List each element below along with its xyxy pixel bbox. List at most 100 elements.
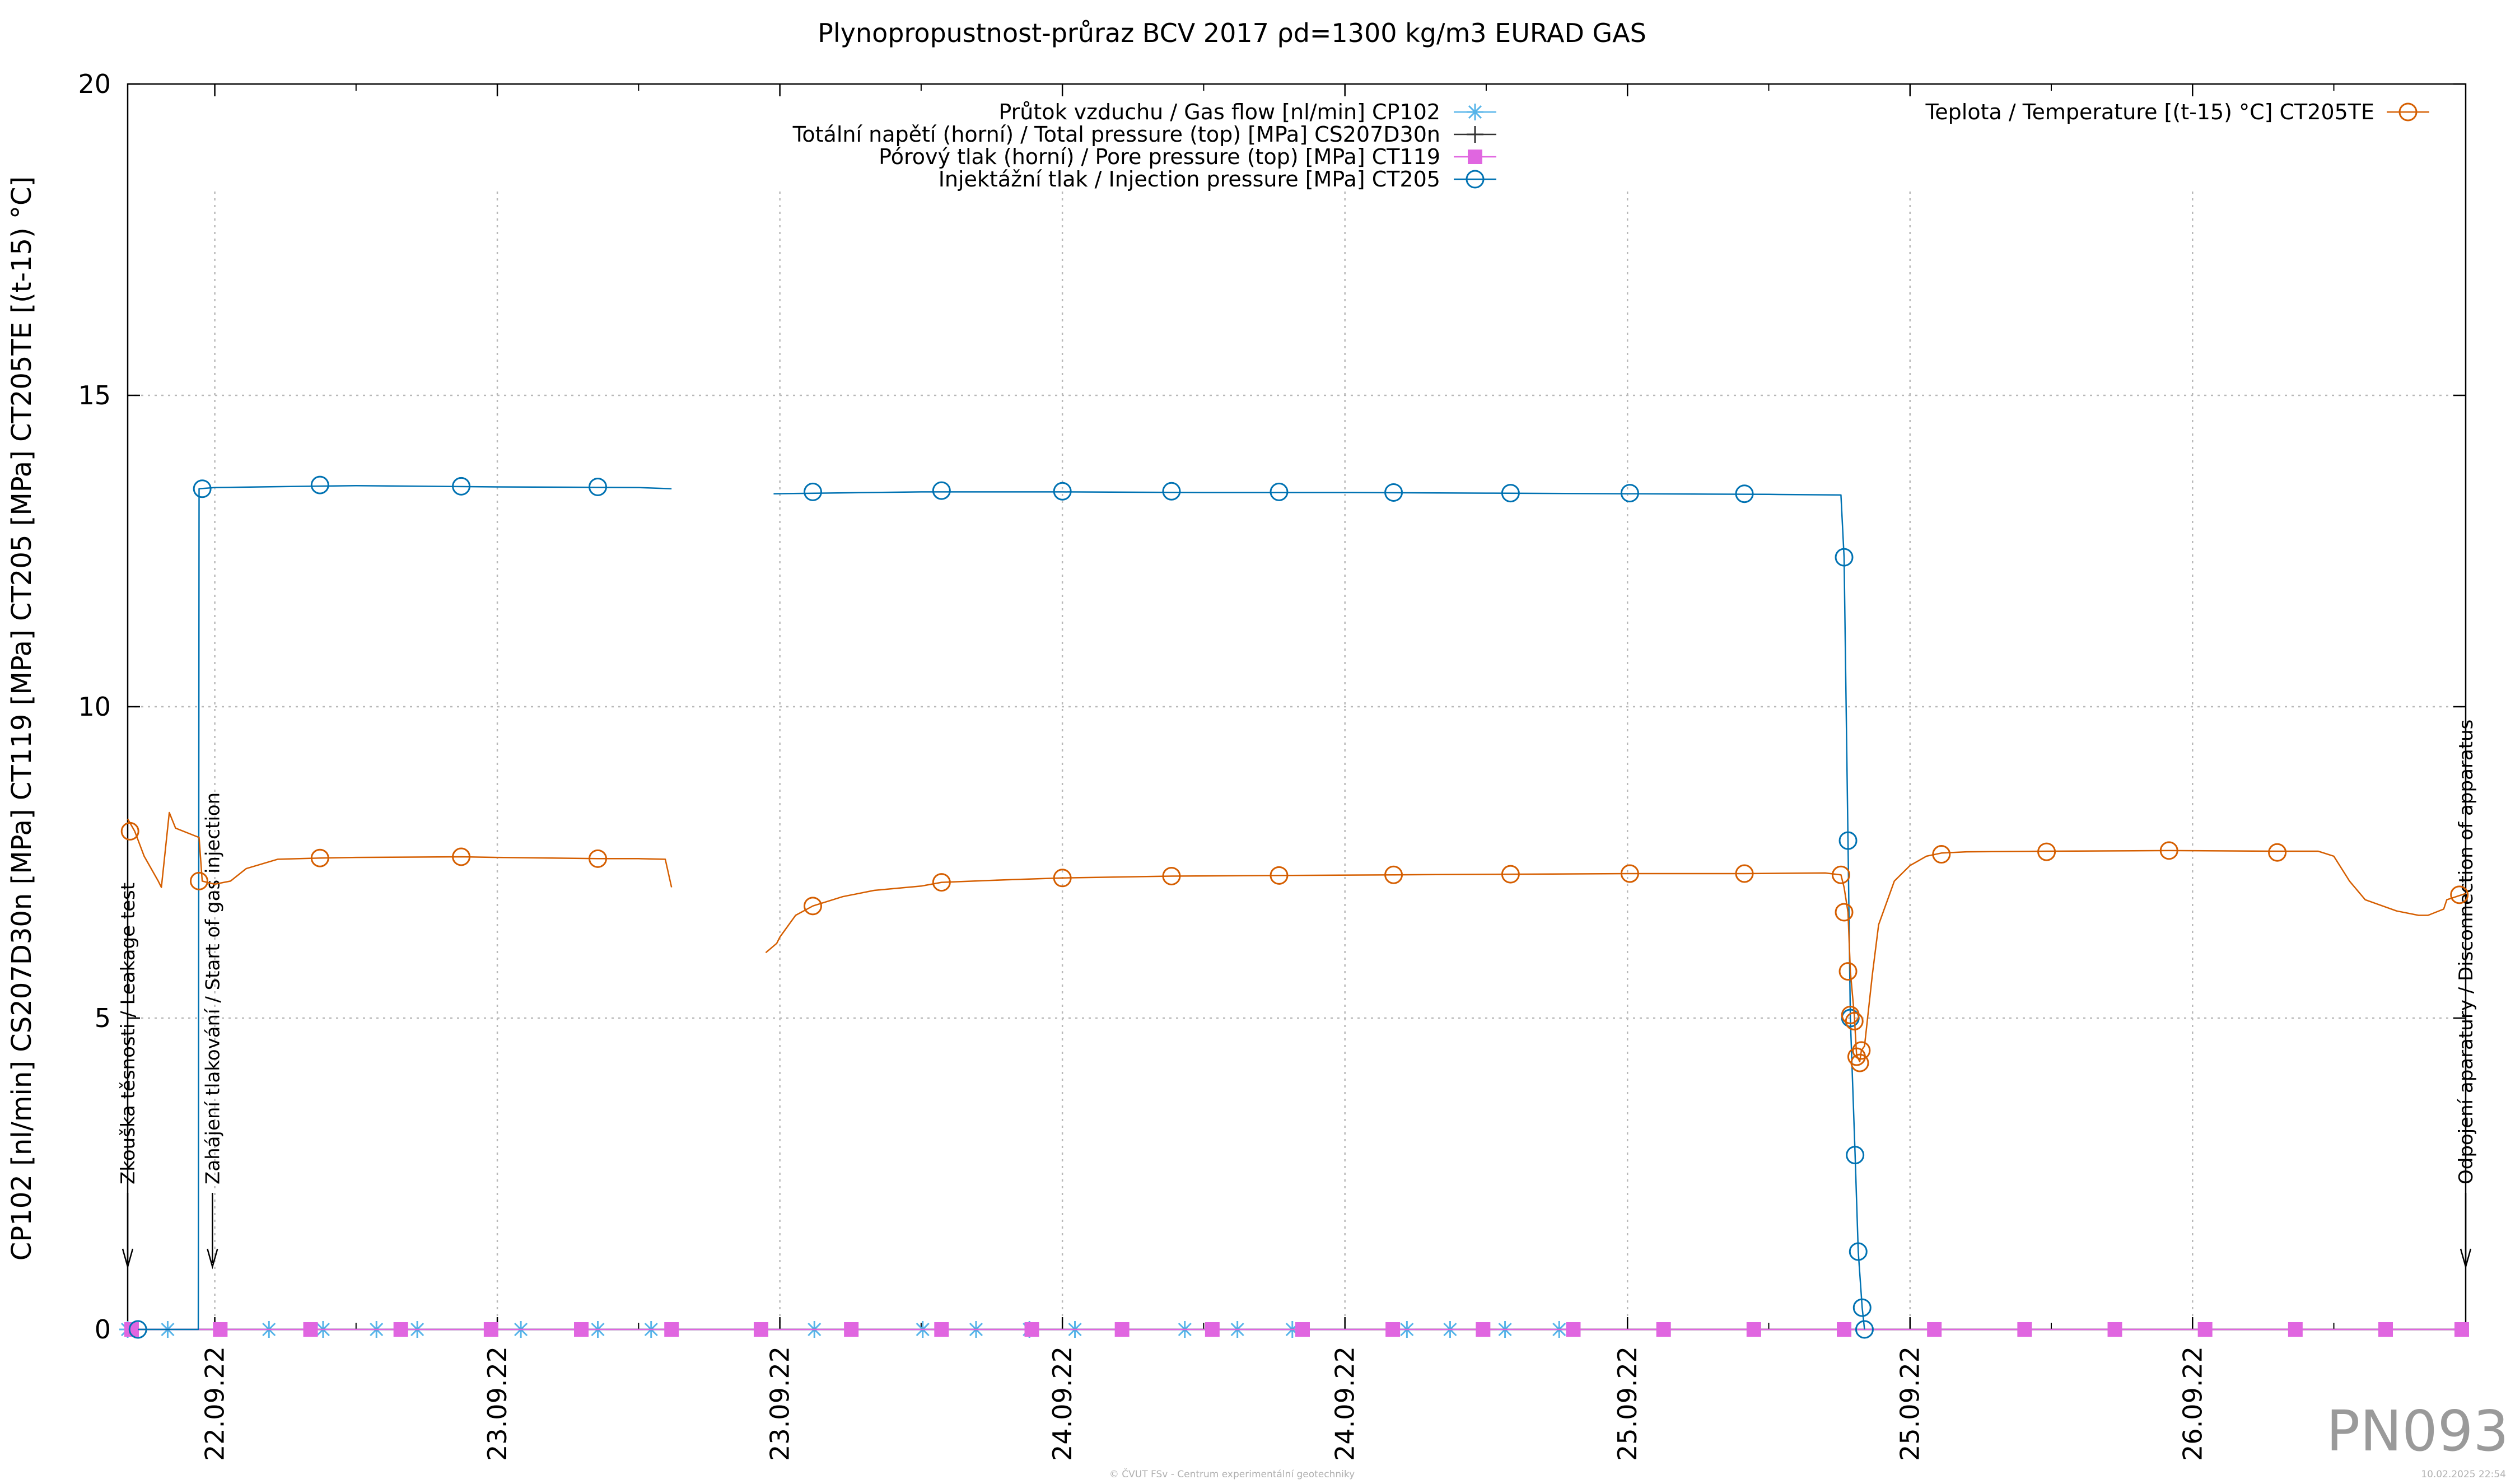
legend-label: Teplota / Temperature [(t-15) °C] CT205T… [1925, 100, 2374, 124]
temperature-marker [310, 848, 329, 867]
injection-pressure-marker [193, 479, 212, 498]
pore-pressure-marker [1476, 1322, 1491, 1337]
annotation-arrow-head [207, 1248, 218, 1270]
temperature-marker [588, 849, 607, 868]
injection-pressure-marker [1501, 484, 1520, 503]
injection-pressure-marker [1620, 484, 1639, 503]
temperature-marker [2037, 842, 2056, 861]
annotation: Zkouška těsnosti / Leakage test [117, 883, 139, 1270]
pore-pressure-marker [393, 1322, 408, 1337]
temperature-marker [1932, 845, 1951, 864]
series-temperature [120, 811, 2469, 1072]
temperature-marker [1620, 864, 1639, 883]
annotation: Zahájení tlakování / Start of gas inject… [202, 792, 224, 1270]
legend-marker-sample [1468, 150, 1482, 164]
y-tick-label: 0 [95, 1314, 111, 1345]
temperature-marker [1850, 1053, 1869, 1072]
pore-pressure-marker [1927, 1322, 1942, 1337]
pore-pressure-marker [1746, 1322, 1761, 1337]
footer-timestamp: 10.02.2025 22:54 [2421, 1469, 2506, 1480]
annotation-label: Odpojení aparatury / Disconnection of ap… [2455, 720, 2477, 1184]
legend-item-total-pressure: Totální napětí (horní) / Total pressure … [792, 122, 1496, 147]
temperature-marker [189, 871, 208, 890]
temperature-marker [1735, 864, 1754, 883]
injection-pressure-marker [1849, 1242, 1868, 1261]
injection-pressure-marker [1852, 1298, 1872, 1317]
y-tick-label: 5 [95, 1003, 111, 1033]
x-tick-label: 24.09.22 [1047, 1346, 1077, 1461]
injection-pressure-marker [128, 1320, 147, 1339]
axis-layer: 0 5 10 15 20 22.09.22 23.09.22 23.09.22 24.09.22… [78, 69, 2467, 1461]
temperature-marker [1852, 1041, 1871, 1060]
temperature-marker [932, 873, 951, 892]
temperature-marker [1831, 865, 1850, 884]
injection-pressure-marker [1270, 482, 1289, 501]
injection-pressure-marker [1855, 1320, 1874, 1339]
x-tick-label: 23.09.22 [765, 1346, 795, 1461]
legend-label: Průtok vzduchu / Gas flow [nl/min] CP102 [998, 100, 1440, 124]
x-tick-label: 25.09.22 [1895, 1346, 1925, 1461]
pore-pressure-marker [483, 1322, 498, 1337]
injection-pressure-marker [1162, 482, 1181, 501]
grid-layer [128, 188, 2466, 1329]
annotation: Odpojení aparatury / Disconnection of ap… [2455, 720, 2477, 1270]
pore-pressure-marker [664, 1322, 679, 1337]
x-tick-label: 22.09.22 [200, 1346, 230, 1461]
pore-pressure-marker [1205, 1322, 1220, 1337]
annotation-arrow-head [2460, 1248, 2472, 1270]
pore-pressure-marker [934, 1322, 949, 1337]
temperature-marker [452, 847, 471, 866]
legend-marker-sample [2398, 102, 2418, 122]
pore-pressure-marker [844, 1322, 859, 1337]
temperature-line [127, 811, 673, 888]
temperature-marker [2159, 841, 2178, 860]
injection-pressure-marker [1846, 1146, 1865, 1165]
injection-pressure-marker [1384, 483, 1403, 502]
x-tick-label: 23.09.22 [482, 1346, 512, 1461]
temperature-marker [1053, 869, 1072, 888]
injection-pressure-marker [1053, 482, 1072, 501]
legend-label: Totální napětí (horní) / Total pressure … [792, 122, 1440, 147]
pore-pressure-marker [1295, 1322, 1310, 1337]
legend-label: Injektážní tlak / Injection pressure [MP… [939, 167, 1440, 192]
legend-item-temperature: Teplota / Temperature [(t-15) °C] CT205T… [1925, 100, 2429, 124]
y-axis-label: CP102 [nl/min] CS207D30n [MPa] CT119 [MP… [6, 176, 38, 1261]
temperature-marker [1270, 866, 1289, 885]
legend-item-injection-pressure: Injektážní tlak / Injection pressure [MP… [939, 167, 1496, 192]
temperature-marker [1384, 865, 1403, 884]
temperature-marker [1838, 962, 1858, 981]
injection-pressure-marker [1838, 831, 1858, 850]
annotation-layer: Zkouška těsnosti / Leakage test Zahájení … [117, 720, 2477, 1270]
injection-pressure-line [773, 491, 1865, 1330]
legend-marker-sample [1466, 170, 1485, 189]
legend-item-pore-pressure: Pórový tlak (horní) / Pore pressure (top… [879, 144, 1496, 169]
legend-item-gas-flow: Průtok vzduchu / Gas flow [nl/min] CP102 [998, 100, 1496, 124]
pore-pressure-marker [2017, 1322, 2032, 1337]
x-tick-label: 25.09.22 [1612, 1346, 1642, 1461]
temperature-marker [2450, 885, 2469, 904]
pore-pressure-marker [2378, 1322, 2393, 1337]
temperature-marker [120, 822, 139, 841]
pore-pressure-marker [2288, 1322, 2303, 1337]
pore-pressure-marker [213, 1322, 228, 1337]
pore-pressure-marker [2107, 1322, 2122, 1337]
injection-pressure-marker [1735, 484, 1754, 503]
pore-pressure-marker [1656, 1322, 1671, 1337]
injection-pressure-marker [310, 475, 329, 494]
injection-pressure-marker [803, 482, 822, 501]
pore-pressure-marker [1837, 1322, 1852, 1337]
temperature-marker [1845, 1012, 1864, 1031]
series-layer [119, 475, 2469, 1339]
pore-pressure-marker [1114, 1322, 1130, 1337]
legend-label: Pórový tlak (horní) / Pore pressure (top… [879, 144, 1440, 169]
injection-pressure-marker [452, 477, 471, 496]
x-tick-label: 26.09.22 [2177, 1346, 2208, 1461]
annotation-arrow-head [122, 1248, 134, 1270]
y-tick-label: 20 [78, 69, 111, 99]
y-tick-label: 15 [78, 380, 111, 410]
injection-pressure-line [138, 484, 672, 1331]
pore-pressure-marker [1385, 1322, 1401, 1337]
